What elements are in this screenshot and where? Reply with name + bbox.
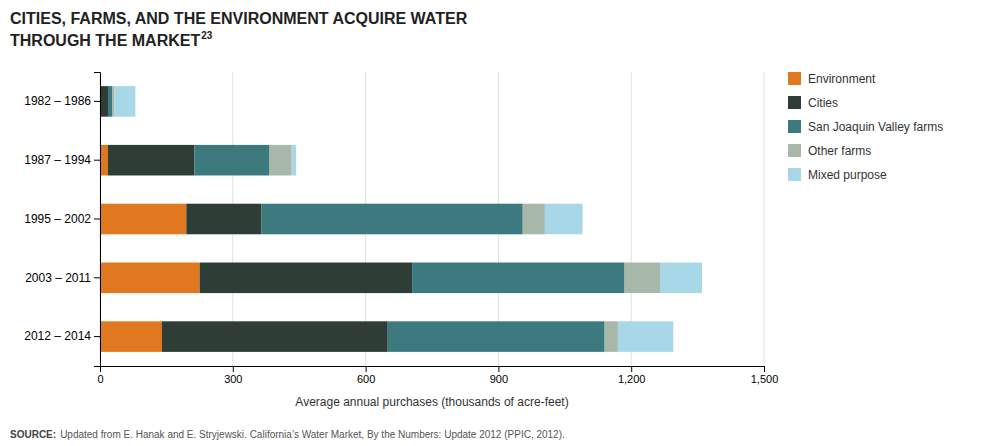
tick-label: 900 bbox=[490, 373, 508, 385]
tick-mark bbox=[94, 277, 100, 278]
tick-label: 600 bbox=[357, 373, 375, 385]
source-label: SOURCE: bbox=[10, 429, 56, 440]
tick-mark bbox=[631, 366, 632, 372]
tick-mark bbox=[94, 336, 100, 337]
subtitle: THROUGH THE MARKET bbox=[10, 32, 200, 49]
bar bbox=[100, 145, 108, 176]
legend-label: Other farms bbox=[808, 144, 871, 158]
tick-mark bbox=[366, 366, 367, 372]
grid-line bbox=[764, 72, 765, 366]
legend-label: Mixed purpose bbox=[808, 168, 887, 182]
bar bbox=[200, 263, 412, 294]
grid bbox=[100, 72, 764, 366]
axis-line bbox=[94, 73, 101, 367]
tick: 900 bbox=[490, 366, 508, 385]
bar bbox=[100, 263, 200, 294]
y-axis: 1982 – 1986 1987 – 1994 1995 – 2002 2003 – … bbox=[24, 73, 100, 367]
tick: 1,200 bbox=[618, 366, 646, 385]
bar bbox=[100, 204, 186, 235]
tick: 1,500 bbox=[751, 366, 779, 385]
chart: CITIES, FARMS, AND THE ENVIRONMENT ACQUI… bbox=[0, 0, 999, 446]
legend-item: Other farms bbox=[788, 144, 871, 158]
tick-mark bbox=[94, 101, 100, 102]
tick-label: 1,200 bbox=[618, 373, 646, 385]
legend-item: San Joaquin Valley farms bbox=[788, 120, 943, 134]
series bbox=[100, 145, 200, 352]
bar bbox=[388, 321, 605, 352]
superscript: 23 bbox=[201, 30, 213, 41]
tick: 0 bbox=[97, 366, 103, 385]
bar bbox=[618, 321, 673, 352]
axis-line bbox=[101, 367, 765, 373]
tick: 1982 – 1986 bbox=[24, 94, 100, 108]
tick: 1987 – 1994 bbox=[24, 153, 100, 167]
x-axis-label: Average annual purchases (thousands of a… bbox=[295, 395, 568, 409]
bar bbox=[270, 145, 292, 176]
series bbox=[108, 86, 625, 352]
source-text: Updated from E. Hanak and E. Stryjewski.… bbox=[60, 429, 565, 440]
legend-item: Cities bbox=[788, 96, 838, 110]
series bbox=[115, 86, 702, 352]
bar bbox=[412, 263, 624, 294]
tick: 300 bbox=[224, 366, 242, 385]
legend-swatch bbox=[788, 96, 801, 109]
bar bbox=[100, 321, 162, 352]
bar bbox=[292, 145, 296, 176]
tick: 600 bbox=[357, 366, 375, 385]
tick-mark bbox=[233, 366, 234, 372]
bar bbox=[100, 86, 108, 117]
legend-item: Mixed purpose bbox=[788, 168, 887, 182]
tick-label: 1,500 bbox=[751, 373, 779, 385]
legend-swatch bbox=[788, 168, 801, 181]
legend-swatch bbox=[788, 120, 801, 133]
tick-label: 1982 – 1986 bbox=[24, 94, 91, 108]
legend-swatch bbox=[788, 144, 801, 157]
tick-label: 2012 – 2014 bbox=[24, 329, 91, 343]
tick-mark bbox=[498, 366, 499, 372]
bar bbox=[186, 204, 261, 235]
bar bbox=[108, 86, 112, 117]
plot: 0 300 600 900 1,200 1,500 1982 – 1986 1987 – 19… bbox=[24, 72, 943, 409]
tick-label: 0 bbox=[97, 373, 103, 385]
bar bbox=[545, 204, 583, 235]
tick: 1995 – 2002 bbox=[24, 212, 100, 226]
tick-label: 1987 – 1994 bbox=[24, 153, 91, 167]
bar bbox=[523, 204, 545, 235]
bar bbox=[162, 321, 388, 352]
legend-label: San Joaquin Valley farms bbox=[808, 120, 943, 134]
bar bbox=[194, 145, 269, 176]
tick-label: 2003 – 2011 bbox=[25, 271, 91, 285]
bar bbox=[625, 263, 660, 294]
bar bbox=[660, 263, 702, 294]
bars bbox=[100, 86, 702, 352]
tick-mark bbox=[94, 160, 100, 161]
tick-mark bbox=[764, 366, 765, 372]
legend-item: Environment bbox=[788, 72, 876, 86]
tick-label: 300 bbox=[224, 373, 242, 385]
tick-label: 1995 – 2002 bbox=[24, 212, 91, 226]
tick-mark bbox=[94, 219, 100, 220]
legend-label: Cities bbox=[808, 96, 838, 110]
bar bbox=[112, 86, 114, 117]
tick: 2012 – 2014 bbox=[24, 329, 100, 343]
bar bbox=[108, 145, 194, 176]
legend: Environment Cities San Joaquin Valley farm… bbox=[788, 72, 943, 182]
series bbox=[112, 86, 660, 352]
x-axis: 0 300 600 900 1,200 1,500 bbox=[97, 366, 778, 385]
tick: 2003 – 2011 bbox=[25, 271, 100, 285]
bar bbox=[262, 204, 523, 235]
bar bbox=[115, 86, 136, 117]
bar bbox=[605, 321, 618, 352]
title: CITIES, FARMS, AND THE ENVIRONMENT ACQUI… bbox=[10, 10, 468, 27]
legend-swatch bbox=[788, 72, 801, 85]
legend-label: Environment bbox=[808, 72, 876, 86]
